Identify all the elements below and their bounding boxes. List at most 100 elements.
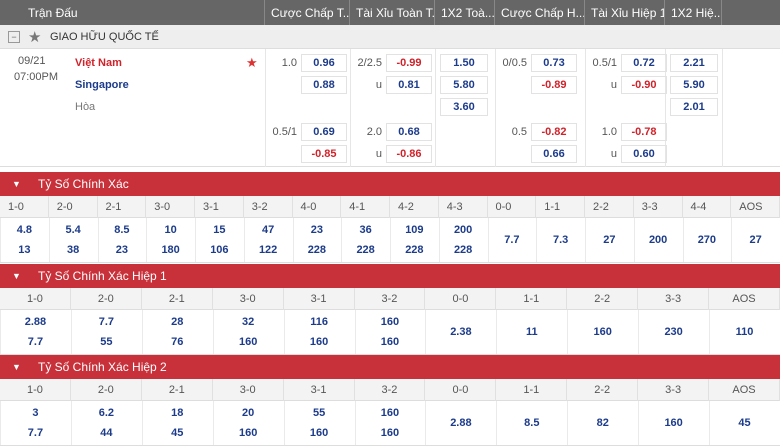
col-divider: [585, 49, 586, 167]
score-odds[interactable]: 109: [405, 224, 424, 236]
score-odds[interactable]: 116: [310, 316, 328, 328]
score-odds[interactable]: 160: [238, 427, 258, 439]
odds-value[interactable]: -0.90: [621, 76, 667, 94]
section-title: Tỷ Số Chính Xác: [38, 177, 129, 191]
score-odds[interactable]: 160: [309, 336, 329, 348]
odds-value[interactable]: 1.50: [440, 54, 488, 72]
score-odds[interactable]: 20: [242, 407, 255, 419]
score-odds[interactable]: 23: [310, 224, 323, 236]
score-odds[interactable]: 230: [664, 326, 683, 338]
favorite-star[interactable]: ★: [246, 55, 258, 70]
odds-value[interactable]: -0.99: [386, 54, 432, 72]
score-odds[interactable]: 2.88: [450, 417, 472, 429]
score-odds[interactable]: 228: [307, 244, 327, 256]
home-team[interactable]: Việt Nam: [75, 57, 122, 69]
score-odds[interactable]: 160: [238, 336, 258, 348]
score-odds[interactable]: 200: [648, 234, 668, 246]
score-odds[interactable]: 3: [32, 407, 39, 419]
score-odds[interactable]: 82: [596, 417, 609, 429]
score-odds[interactable]: 160: [380, 316, 400, 328]
score-odds[interactable]: 27: [603, 234, 616, 246]
odds-value[interactable]: -0.85: [301, 145, 347, 163]
score-odds[interactable]: 44: [100, 427, 113, 439]
score-odds[interactable]: 15: [213, 224, 226, 236]
score-label: 3-3: [638, 288, 710, 310]
score-odds[interactable]: 55: [100, 336, 113, 348]
score-odds[interactable]: 10: [164, 224, 177, 236]
score-odds[interactable]: 160: [380, 407, 400, 419]
score-odds[interactable]: 45: [738, 417, 751, 429]
odds-value[interactable]: -0.82: [531, 123, 577, 141]
score-odds[interactable]: 228: [405, 244, 424, 256]
score-odds[interactable]: 160: [664, 417, 683, 429]
score-odds[interactable]: 6.2: [98, 407, 114, 419]
section-toggle[interactable]: ▼: [12, 362, 21, 372]
score-odds[interactable]: 8.5: [114, 224, 130, 236]
score-odds[interactable]: 110: [735, 326, 754, 338]
score-label: 3-0: [213, 288, 284, 310]
score-odds[interactable]: 28: [171, 316, 184, 328]
odds-value[interactable]: 0.60: [621, 145, 667, 163]
score-odds[interactable]: 2.38: [450, 326, 472, 338]
col-divider: [0, 218, 1, 262]
score-label: 4-3: [439, 196, 488, 218]
section-bottom: [0, 354, 780, 355]
score-odds[interactable]: 11: [525, 326, 538, 338]
score-odds[interactable]: 76: [171, 336, 184, 348]
score-odds[interactable]: 160: [380, 427, 400, 439]
score-odds[interactable]: 18: [171, 407, 184, 419]
score-odds[interactable]: 160: [593, 326, 612, 338]
score-odds[interactable]: 32: [242, 316, 255, 328]
odds-value[interactable]: -0.86: [386, 145, 432, 163]
score-odds[interactable]: 45: [171, 427, 184, 439]
score-odds[interactable]: 38: [67, 244, 80, 256]
score-odds[interactable]: 7.7: [98, 316, 114, 328]
score-odds[interactable]: 7.3: [552, 234, 569, 246]
odds-value[interactable]: 0.68: [386, 123, 432, 141]
odds-value[interactable]: 0.88: [301, 76, 347, 94]
odds-value[interactable]: 2.01: [670, 98, 718, 116]
odds-value[interactable]: 0.81: [386, 76, 432, 94]
score-odds[interactable]: 7.7: [27, 427, 44, 439]
score-odds[interactable]: 47: [262, 224, 275, 236]
section-toggle[interactable]: ▼: [12, 271, 21, 281]
score-odds[interactable]: 8.5: [524, 417, 540, 429]
odds-value[interactable]: 5.80: [440, 76, 488, 94]
score-odds[interactable]: 200: [453, 224, 473, 236]
odds-value[interactable]: -0.89: [531, 76, 577, 94]
score-odds[interactable]: 7.7: [504, 234, 520, 246]
odds-value[interactable]: 2.21: [670, 54, 718, 72]
odds-value[interactable]: 0.96: [301, 54, 347, 72]
odds-value[interactable]: 5.90: [670, 76, 718, 94]
score-odds[interactable]: 5.4: [65, 224, 81, 236]
score-odds[interactable]: 55: [312, 407, 326, 419]
score-odds[interactable]: 160: [309, 427, 329, 439]
score-odds[interactable]: 160: [380, 336, 400, 348]
score-label: AOS: [709, 379, 780, 401]
score-label: 3-2: [355, 288, 426, 310]
score-odds[interactable]: 270: [697, 234, 717, 246]
score-odds[interactable]: 228: [453, 244, 473, 256]
score-odds[interactable]: 106: [210, 244, 229, 256]
odds-value[interactable]: 3.60: [440, 98, 488, 116]
header-cell: Cược Chấp T...: [265, 0, 350, 25]
col-divider: [283, 310, 285, 354]
league-toggle[interactable]: −: [8, 31, 20, 43]
score-odds[interactable]: 2.88: [24, 316, 47, 328]
score-odds[interactable]: 23: [115, 244, 128, 256]
score-odds[interactable]: 27: [749, 234, 762, 246]
section-toggle[interactable]: ▼: [12, 179, 21, 189]
away-team[interactable]: Singapore: [75, 79, 129, 91]
odds-value[interactable]: -0.78: [621, 123, 667, 141]
odds-value[interactable]: 0.66: [531, 145, 577, 163]
score-odds[interactable]: 122: [258, 244, 278, 256]
score-odds[interactable]: 180: [161, 244, 180, 256]
score-odds[interactable]: 228: [356, 244, 375, 256]
odds-value[interactable]: 0.69: [301, 123, 347, 141]
score-odds[interactable]: 36: [359, 224, 372, 236]
score-odds[interactable]: 4.8: [16, 224, 33, 236]
odds-value[interactable]: 0.72: [621, 54, 667, 72]
score-odds[interactable]: 7.7: [27, 336, 44, 348]
score-odds[interactable]: 13: [18, 244, 31, 256]
odds-value[interactable]: 0.73: [531, 54, 577, 72]
